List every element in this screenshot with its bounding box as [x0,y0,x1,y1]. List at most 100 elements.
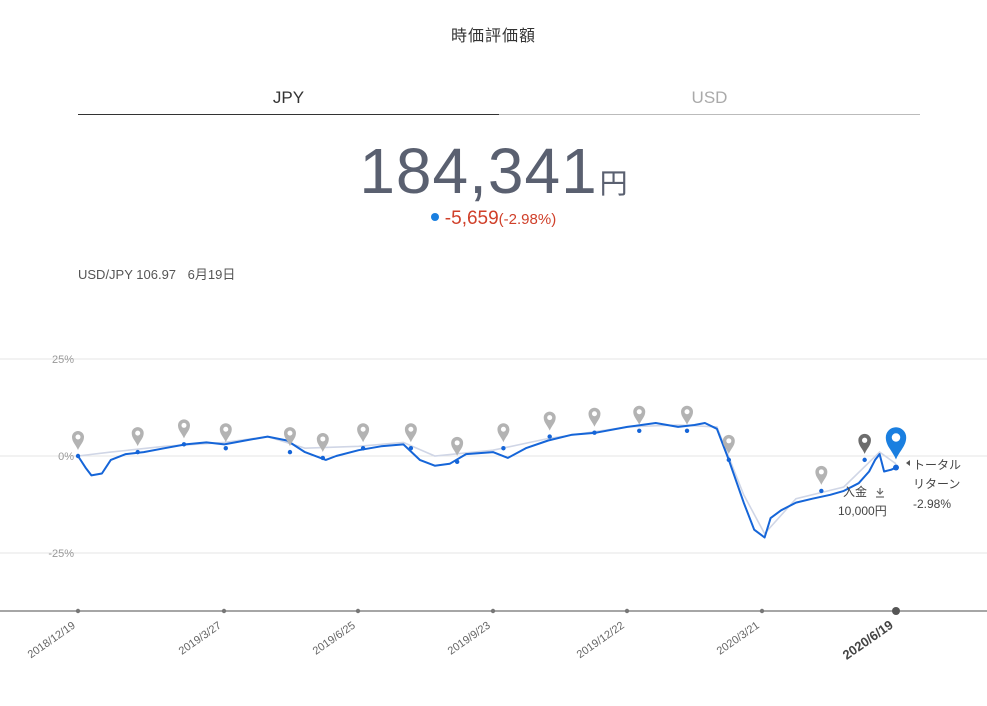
deposit-marker-icon [451,436,464,456]
pin-hole [181,422,187,428]
deposit-marker-icon [633,405,646,425]
deposit-point [287,449,293,455]
pin-hole [287,430,293,436]
valuation-change: -5,659 [444,208,499,229]
pin-icon [316,432,329,452]
deposit-marker-icon [357,423,370,443]
deposit-marker-icon [497,423,510,443]
pin-icon [404,423,417,443]
pin-icon [543,411,556,431]
pin-icon [588,407,601,427]
chart-annotations: 入金 10,000円 トータル リターン -2.98% [838,458,961,518]
chart-grid [0,358,987,554]
pin-hole [891,433,901,442]
pin-icon [858,433,871,454]
valuation-unit: 円 [599,168,628,199]
portfolio-line [77,422,897,539]
pin-hole [223,426,229,432]
x-tick-label: 2019/6/25 [311,620,358,658]
tab-usd[interactable]: USD [499,86,920,115]
x-tick-label: 2019/12/22 [575,620,627,661]
deposit-point [726,457,732,463]
x-tick-label: 2020/3/21 [715,620,762,658]
deposit-marker-icon [681,405,694,425]
deposit-point [135,449,140,455]
x-tick-label: 2018/12/19 [26,620,78,661]
page-title: 時価評価額 [450,28,536,45]
pin-hole [684,409,690,415]
x-tick-label: 2019/3/27 [177,620,224,658]
deposit-point [501,446,506,451]
x-tick-label: 2020/6/19 [840,617,896,662]
fx-date: 6月19日 [187,267,236,282]
valuation-change-pct: (-2.98%) [498,211,557,228]
deposit-point [223,446,228,451]
portfolio-series [77,422,897,539]
valuation-amount: 184,341 [359,135,598,207]
y-axis-labels: 25% 0% -25% [48,354,74,560]
deposit-point [320,455,326,461]
deposit-marker-icon [543,411,556,431]
x-tick-dot [759,608,765,614]
deposit-marker-icon [722,434,735,454]
deposit-point [181,442,187,447]
pin-hole [454,440,460,446]
y-tick-label: 0% [58,451,74,463]
change-dot-icon [430,212,439,221]
pin-hole [547,415,553,421]
x-tick-dot [221,608,227,614]
x-tick-dot [624,608,630,614]
deposit-marker-icon [404,423,417,443]
deposit-point [637,428,642,433]
pin-icon [681,405,694,425]
pin-icon [815,465,828,485]
current-point [893,464,899,471]
pin-hole [726,438,732,444]
current-marker-icon [885,427,907,460]
y-tick-label: 25% [52,354,74,366]
pin-icon [357,423,370,443]
total-return-value: -2.98% [913,497,951,511]
pin-hole [636,409,642,415]
x-tick-dot [892,607,900,615]
y-tick-label: -25% [48,548,74,560]
pin-hole [75,434,81,440]
deposit-marker-icon [283,427,296,447]
deposit-point [592,430,597,435]
pin-icon [283,427,296,447]
fx-rate: USD/JPY 106.97 6月19日 [78,264,243,283]
pin-hole [408,426,414,432]
deposit-point [360,446,366,451]
deposit-point [454,459,460,465]
deposit-marker-icon [177,419,190,439]
deposit-point [819,488,824,494]
pin-icon [885,427,907,460]
return-pointer-icon [906,460,910,466]
pin-hole [135,430,141,436]
total-return-label-1: トータル [913,458,961,472]
x-tick-dot [75,608,81,614]
deposit-point [75,453,81,459]
download-icon [876,488,884,498]
deposit-amount: 10,000円 [838,504,887,518]
deposit-markers [72,405,907,494]
deposit-marker-icon [858,433,871,454]
pin-hole [360,426,366,432]
fx-pair: USD/JPY 106.97 [78,267,177,282]
pin-icon [219,423,232,443]
pin-hole [500,426,506,432]
deposit-point [547,434,552,439]
deposit-marker-icon [72,431,84,450]
pin-icon [72,431,84,450]
pin-icon [451,436,464,456]
pin-icon [633,405,646,425]
tab-jpy[interactable]: JPY [78,86,499,115]
deposit-point [862,457,867,463]
deposit-marker-icon [588,407,601,427]
x-tick-dot [355,608,361,614]
currency-tabs: JPY USD [78,86,920,116]
pin-hole [862,437,868,443]
pin-hole [320,436,326,442]
pin-hole [818,469,824,475]
